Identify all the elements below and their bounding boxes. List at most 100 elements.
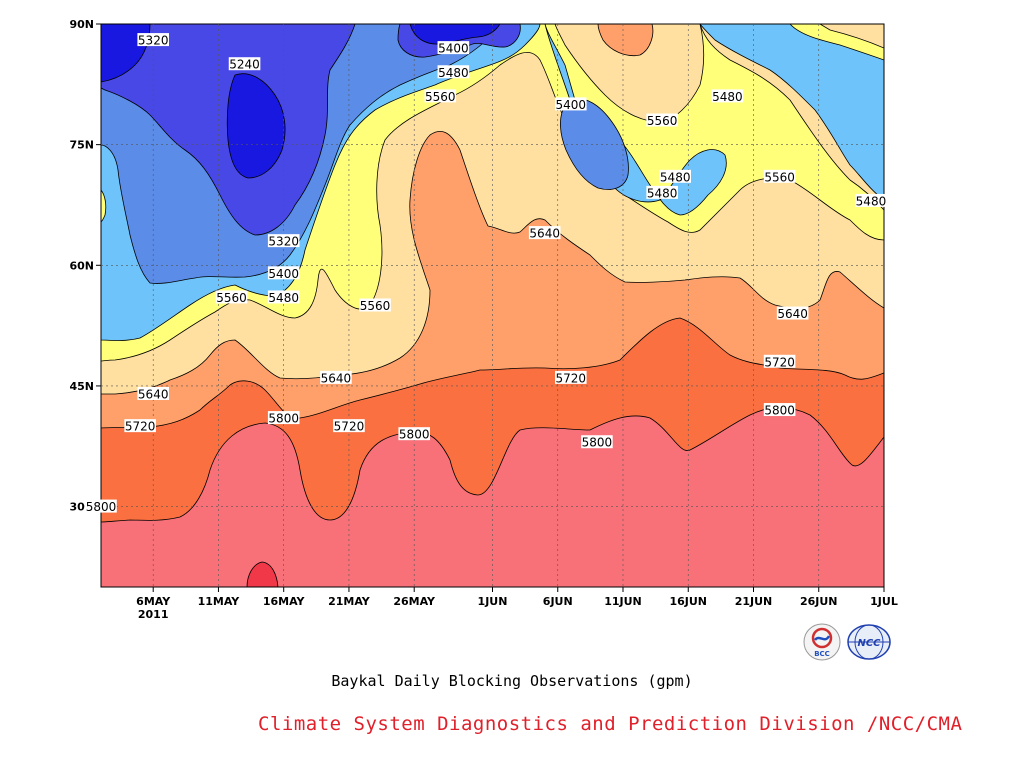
band-5560-5640-top xyxy=(554,24,705,123)
contour-label: 5480 xyxy=(646,185,678,200)
contour-label-text: 5800 xyxy=(399,428,430,442)
contour-label-text: 5560 xyxy=(360,299,391,313)
contour-label-bg xyxy=(215,290,248,304)
footer-credit: Climate System Diagnostics and Predictio… xyxy=(258,713,963,735)
contour-label-text: 5560 xyxy=(647,114,678,128)
contour-label: 5320 xyxy=(267,234,300,249)
contour-label: 5480 xyxy=(267,290,300,305)
contour-label-text: 5480 xyxy=(856,194,887,208)
band-above-5880 xyxy=(246,561,279,587)
contour-label-text: 5640 xyxy=(777,307,808,321)
contour-label-text: 5480 xyxy=(660,170,691,184)
contour-label-bg xyxy=(267,234,300,248)
x-tick-label: 21JUN xyxy=(735,595,773,608)
contour-label-bg xyxy=(267,290,300,304)
contour-label-bg xyxy=(437,41,470,55)
contour-label-bg xyxy=(646,113,678,127)
contour-label-bg xyxy=(124,419,156,433)
contour-label-text: 5480 xyxy=(268,291,299,305)
contour-label-text: 5560 xyxy=(764,170,795,184)
contour-label: 5480 xyxy=(855,193,887,208)
y-tick-label: 75N xyxy=(69,139,94,152)
contour-label-text: 5720 xyxy=(556,371,587,385)
x-tick-label: 1JUL xyxy=(870,595,898,608)
contour-label-bg xyxy=(137,386,169,400)
x-axis-ticks: 6MAY 11MAY 16MAY 21MAY 26MAY 1JUN 6JUN 11JUN 16J… xyxy=(136,587,898,621)
contour-label-bg xyxy=(555,370,587,384)
contour-label: 5720 xyxy=(555,370,587,385)
contour-label: 5480 xyxy=(437,65,470,80)
contour-label-text: 5400 xyxy=(438,42,469,56)
contour-label: 5560 xyxy=(763,169,796,184)
contour-label-bg xyxy=(763,169,796,183)
contour-label-bg xyxy=(320,370,352,384)
contour-label-text: 5720 xyxy=(764,355,795,369)
contour-label: 5400 xyxy=(437,41,470,56)
contour-label-bg xyxy=(776,306,809,320)
contour-label: 5240 xyxy=(228,57,261,72)
band-5640-5720-top xyxy=(597,24,654,57)
contour-label: 5720 xyxy=(124,419,156,434)
contour-labels: 5320 5240 5400 5480 5560 5400 5560 5480 5480 5480… xyxy=(85,33,887,514)
contour-label-bg xyxy=(424,89,457,103)
x-tick-label: 6MAY xyxy=(136,595,171,608)
band-5320-5400-island xyxy=(560,98,629,190)
contour-label: 5800 xyxy=(267,411,300,426)
contour-label: 5560 xyxy=(646,113,678,128)
y-tick-label: 90N xyxy=(69,18,94,31)
contour-label: 5800 xyxy=(763,403,796,418)
contour-label-bg xyxy=(267,411,300,425)
contour-label-bg xyxy=(437,65,470,79)
contour-label-text: 5480 xyxy=(712,90,743,104)
contour-label: 5720 xyxy=(333,419,365,434)
x-tick-label: 1JUN xyxy=(478,595,508,608)
contour-label: 5640 xyxy=(528,226,561,241)
contour-label-bg xyxy=(855,193,887,207)
contour-label-text: 5400 xyxy=(268,267,299,281)
contour-label: 5800 xyxy=(398,427,430,442)
contour-label-bg xyxy=(528,226,561,240)
contour-label: 5800 xyxy=(581,435,613,450)
contour-label-bg xyxy=(267,266,300,280)
contour-label-text: 5480 xyxy=(647,186,678,200)
contour-label-bg xyxy=(659,169,691,183)
contour-label-text: 5800 xyxy=(268,412,299,426)
contour-label-text: 5320 xyxy=(138,34,169,48)
contour-label: 5560 xyxy=(215,290,248,305)
contour-label: 5640 xyxy=(320,370,352,385)
contour-label: 5640 xyxy=(776,306,809,321)
contour-label-text: 5560 xyxy=(425,90,456,104)
contour-label-bg xyxy=(398,427,430,441)
contour-label-text: 5720 xyxy=(125,420,156,434)
contour-label-text: 5400 xyxy=(556,98,587,112)
bcc-logo-text: BCC xyxy=(814,650,830,658)
x-tick-label: 16JUN xyxy=(669,595,707,608)
contour-label: 5320 xyxy=(137,33,169,48)
x-tick-label: 11JUN xyxy=(604,595,642,608)
grid-lines xyxy=(101,24,884,587)
contour-label-bg xyxy=(763,403,796,417)
x-tick-label: 16MAY xyxy=(263,595,306,608)
contour-label: 5800 xyxy=(85,499,117,514)
contour-label-bg xyxy=(763,354,796,368)
x-tick-label: 21MAY xyxy=(328,595,371,608)
contour-label-bg xyxy=(137,33,169,47)
contour-label-bg xyxy=(646,185,678,199)
contour-label-text: 5320 xyxy=(268,235,299,249)
contour-label-text: 5640 xyxy=(138,387,169,401)
contour-label-bg xyxy=(555,97,587,111)
contour-label: 5480 xyxy=(659,169,691,184)
contour-label: 5640 xyxy=(137,386,169,401)
x-tick-label: 6JUN xyxy=(543,595,573,608)
contour-label: 5400 xyxy=(267,266,300,281)
ncc-logo: NCC xyxy=(847,624,891,660)
contour-label: 5480 xyxy=(711,89,744,104)
y-tick-label: 45N xyxy=(69,380,94,393)
ncc-logo-text: NCC xyxy=(857,638,881,649)
contour-label-text: 5720 xyxy=(334,420,365,434)
contour-label-text: 5800 xyxy=(764,404,795,418)
chart-title: Baykal Daily Blocking Observations (gpm) xyxy=(331,672,693,690)
x-tick-label: 11MAY xyxy=(198,595,241,608)
